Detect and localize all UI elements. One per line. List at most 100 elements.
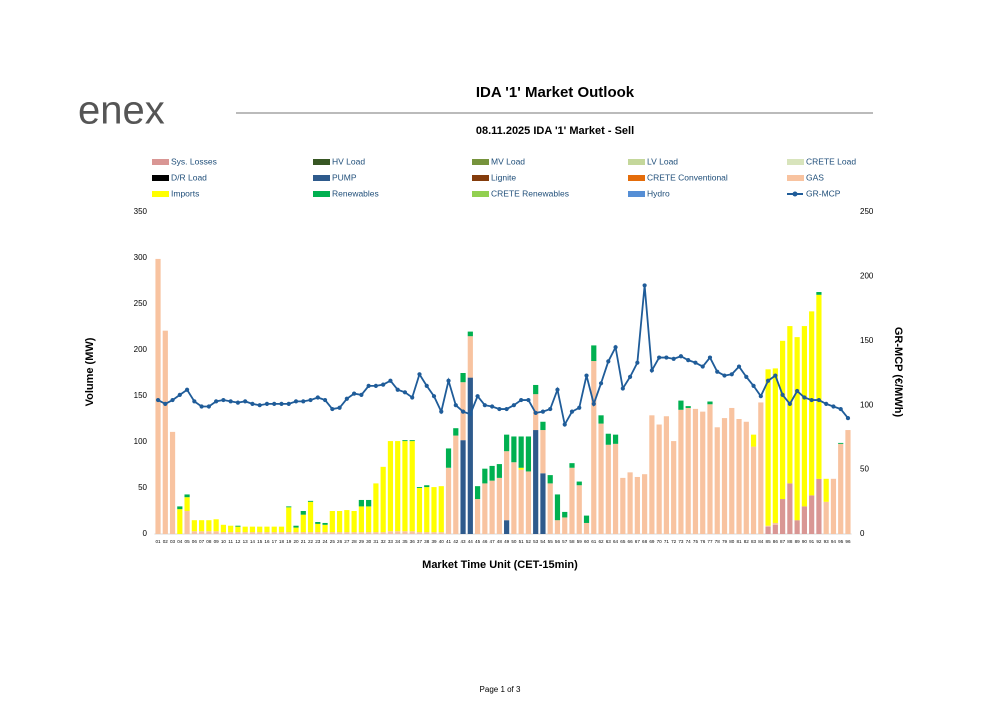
line-marker bbox=[497, 406, 502, 412]
x-tick-label: 37 bbox=[417, 539, 423, 544]
line-marker bbox=[686, 358, 691, 363]
line-marker bbox=[431, 394, 437, 399]
x-tick-label: 54 bbox=[540, 539, 546, 544]
bar-segment bbox=[504, 520, 510, 534]
line-marker bbox=[301, 399, 306, 404]
x-tick-label: 55 bbox=[548, 539, 554, 544]
bar-segment bbox=[801, 326, 807, 507]
bar-segment bbox=[598, 415, 604, 424]
line-marker bbox=[221, 397, 226, 403]
bar-segment bbox=[329, 511, 335, 533]
x-tick-label: 95 bbox=[838, 539, 844, 544]
legend-swatch bbox=[152, 191, 169, 197]
x-tick-label: 49 bbox=[504, 539, 510, 544]
bar-segment bbox=[591, 361, 597, 534]
line-marker bbox=[765, 378, 771, 383]
line-marker bbox=[744, 374, 749, 379]
line-marker bbox=[824, 401, 829, 407]
bar-segment bbox=[307, 500, 314, 502]
x-axis-title: Market Time Unit (CET-15min) bbox=[422, 559, 578, 571]
x-tick-label: 27 bbox=[344, 539, 350, 544]
y2-tick-label: 200 bbox=[860, 272, 874, 281]
bar-segment bbox=[656, 424, 662, 534]
x-tick-label: 24 bbox=[323, 539, 329, 544]
bar-segment bbox=[736, 419, 742, 534]
x-tick-label: 16 bbox=[264, 539, 270, 544]
line-marker bbox=[715, 369, 720, 374]
line-marker bbox=[410, 395, 415, 400]
legend-swatch bbox=[472, 175, 489, 181]
x-tick-label: 03 bbox=[170, 539, 176, 544]
line-marker bbox=[700, 364, 705, 369]
bar-segment bbox=[823, 478, 829, 502]
bar-segment bbox=[533, 430, 539, 534]
bar-segment bbox=[700, 411, 706, 534]
bar-segment bbox=[293, 525, 299, 528]
bar-segment bbox=[678, 409, 684, 534]
x-tick-label: 34 bbox=[395, 539, 401, 544]
bar-segment bbox=[300, 511, 306, 515]
bar-segment bbox=[504, 434, 510, 452]
line-marker bbox=[780, 392, 785, 397]
bar-segment bbox=[431, 487, 437, 533]
bar-segment bbox=[750, 446, 757, 534]
legend-swatch bbox=[313, 159, 330, 165]
bar-segment bbox=[438, 532, 444, 534]
legend-swatch bbox=[787, 159, 804, 165]
x-tick-label: 29 bbox=[359, 539, 365, 544]
bar-segment bbox=[424, 487, 430, 533]
line-marker bbox=[293, 399, 299, 404]
bar-segment bbox=[387, 441, 394, 532]
bar-segment bbox=[351, 511, 357, 533]
line bbox=[157, 285, 849, 428]
line-marker bbox=[664, 355, 669, 360]
logo: enex bbox=[78, 89, 165, 133]
bar-segment bbox=[489, 465, 495, 481]
x-tick-label: 64 bbox=[613, 539, 619, 544]
legend-label: Hydro bbox=[647, 188, 670, 198]
x-tick-label: 75 bbox=[693, 539, 699, 544]
line-marker bbox=[555, 387, 560, 392]
bar-segment bbox=[409, 440, 415, 442]
line-marker bbox=[352, 391, 357, 396]
bar-segment bbox=[191, 531, 197, 534]
x-tick-label: 96 bbox=[845, 539, 851, 544]
x-tick-label: 61 bbox=[591, 539, 597, 544]
bar-segment bbox=[424, 532, 430, 534]
bar-segment bbox=[431, 532, 437, 534]
bar-segment bbox=[344, 532, 350, 534]
bar-segment bbox=[823, 501, 829, 534]
y2-tick-label: 250 bbox=[860, 207, 874, 216]
line-marker bbox=[533, 410, 538, 416]
line-marker bbox=[627, 374, 633, 379]
bar-segment bbox=[482, 468, 488, 484]
x-tick-label: 06 bbox=[192, 539, 198, 544]
x-tick-label: 94 bbox=[831, 539, 837, 544]
bar-segment bbox=[315, 523, 321, 533]
line-marker bbox=[308, 397, 313, 403]
line-marker bbox=[657, 355, 662, 360]
line-marker bbox=[330, 406, 335, 412]
x-tick-label: 38 bbox=[424, 539, 430, 544]
bar-segment bbox=[162, 330, 168, 534]
x-tick-label: 23 bbox=[315, 539, 321, 544]
x-tick-label: 41 bbox=[446, 539, 452, 544]
x-tick-label: 65 bbox=[620, 539, 626, 544]
bar-segment bbox=[155, 258, 161, 534]
bar-segment bbox=[750, 434, 757, 447]
x-tick-label: 33 bbox=[388, 539, 394, 544]
line-marker bbox=[816, 397, 822, 403]
bar-segment bbox=[772, 368, 778, 523]
line-marker bbox=[678, 354, 684, 359]
bar-segment bbox=[373, 532, 379, 534]
bar-segment bbox=[772, 524, 778, 534]
bar-segment bbox=[692, 408, 699, 534]
x-tick-label: 30 bbox=[366, 539, 372, 544]
bar-segment bbox=[213, 531, 219, 534]
x-tick-label: 07 bbox=[199, 539, 205, 544]
bar-segment bbox=[816, 478, 822, 534]
bar-segment bbox=[830, 478, 837, 534]
bar-segment bbox=[663, 416, 670, 534]
line-marker bbox=[693, 360, 698, 365]
x-tick-label: 46 bbox=[482, 539, 488, 544]
